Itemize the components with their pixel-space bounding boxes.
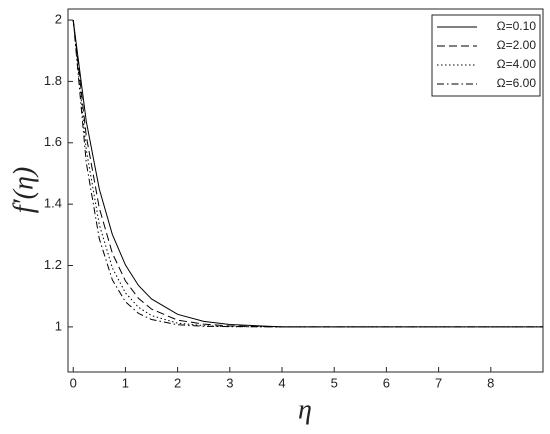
legend-label: Ω=6.00 [497,76,537,90]
y-tick-label: 2 [55,11,62,26]
y-tick-label: 1.8 [44,73,62,88]
x-tick-label: 8 [487,375,494,390]
x-tick-label: 5 [331,375,338,390]
legend-label: Ω=4.00 [497,57,537,71]
x-tick-label: 4 [278,375,285,390]
x-tick-label: 2 [174,375,181,390]
legend-box [431,14,541,97]
line-series [72,20,543,328]
x-tick-label: 0 [70,375,77,390]
y-tick-label: 1 [55,318,62,333]
x-tick-label: 7 [435,375,442,390]
y-tick-label: 1.6 [44,134,62,149]
legend-label: Ω=0.10 [497,19,537,33]
legend-label: Ω=2.00 [497,38,537,52]
y-axis-label: f′(η) [8,167,39,213]
y-tick-label: 1.4 [44,196,62,211]
x-tick-label: 6 [383,375,390,390]
y-tick-label: 1.2 [44,257,62,272]
x-tick-label: 1 [122,375,129,390]
x-axis-label: η [298,394,312,425]
x-tick-label: 3 [226,375,233,390]
